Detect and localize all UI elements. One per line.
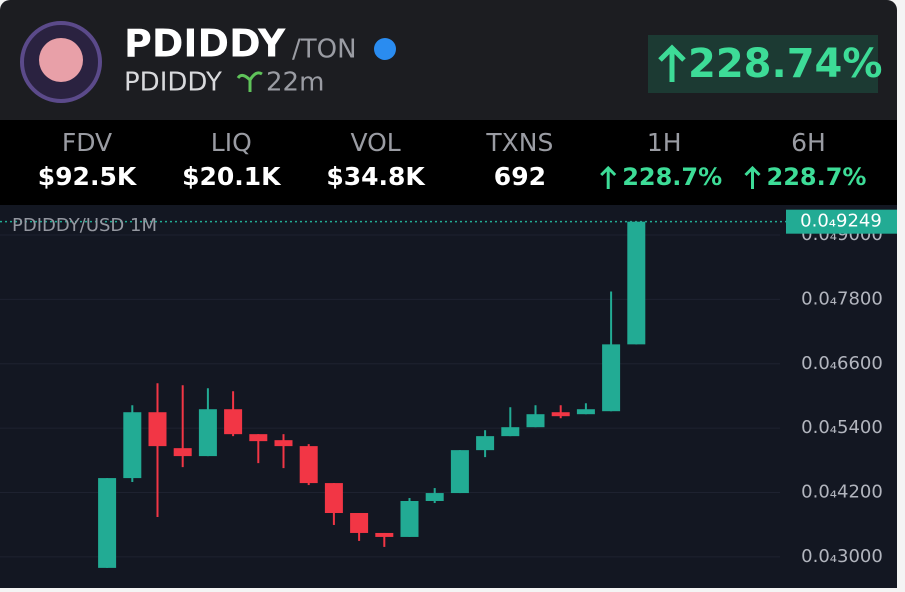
y-tick-label: 0.0₄7800 [801,288,883,309]
token-symbol: PDIDDY [124,68,222,98]
candle-body [123,412,142,479]
candle-body [350,513,369,533]
y-tick-label: 0.0₄3000 [801,546,883,567]
stat-value: $34.8K [326,162,426,191]
candle-body [627,221,646,345]
stat-label: FDV [62,128,112,157]
stat-label: VOL [350,128,400,157]
stat-value: 692 [494,162,546,191]
candle-body [299,446,318,484]
change-value: 228.74% [688,41,882,87]
stat-label: LIQ [211,128,252,157]
stat-label: 6H [791,128,826,157]
last-price-tag [786,209,897,234]
candle-body [602,344,621,412]
y-tick-label: 0.0₄6600 [801,353,883,374]
candle-body [476,436,495,451]
up-arrow [658,44,686,82]
avatar-pig [39,38,83,82]
stat-value: 228.7% [767,163,867,191]
candle-body [501,427,520,437]
ton-icon [374,38,396,60]
up-arrow [600,165,617,189]
candle-body [576,409,595,415]
chart-title: PDIDDY/USD 1M [12,215,157,236]
y-tick-label: 0.0₄4200 [801,482,883,503]
candle-body [324,483,343,514]
candle-body [198,409,217,457]
stat-label: TXNS [485,128,553,157]
candle-body [224,409,243,435]
token-title: PDIDDY [124,22,286,66]
candle-body [551,412,570,417]
candle-body [425,493,444,501]
change-box [648,35,878,93]
candle-body [375,532,394,537]
last-price-label: 0.0₄9249 [800,211,882,232]
up-arrow [744,165,761,189]
candle-body [274,440,293,447]
seedling-icon [236,71,263,92]
stat-value: 228.7% [622,163,722,191]
candle-body [173,448,192,457]
stat-value: $92.5K [38,162,138,191]
stats-bg [0,120,897,205]
stat-label: 1H [647,128,682,157]
stats-row: FDV $92.5K LIQ $20.1K VOL $34.8K TXNS 692 1H 228.… [38,128,867,191]
stat-value: $20.1K [182,162,282,191]
chart-bg [0,205,897,588]
chart: 0.0₄3000 0.0₄4200 0.0₄5400 0.0₄6600 0.0₄7800… [0,209,897,568]
y-tick-label: 0.0₄5400 [801,417,883,438]
candle-body [450,450,469,494]
candle-body [526,414,545,428]
token-chain: /TON [292,35,357,65]
candle-body [400,500,419,537]
candle-body [148,412,167,447]
token-age: 22m [266,68,324,98]
candle-body [98,478,117,568]
candle-body [249,434,268,442]
